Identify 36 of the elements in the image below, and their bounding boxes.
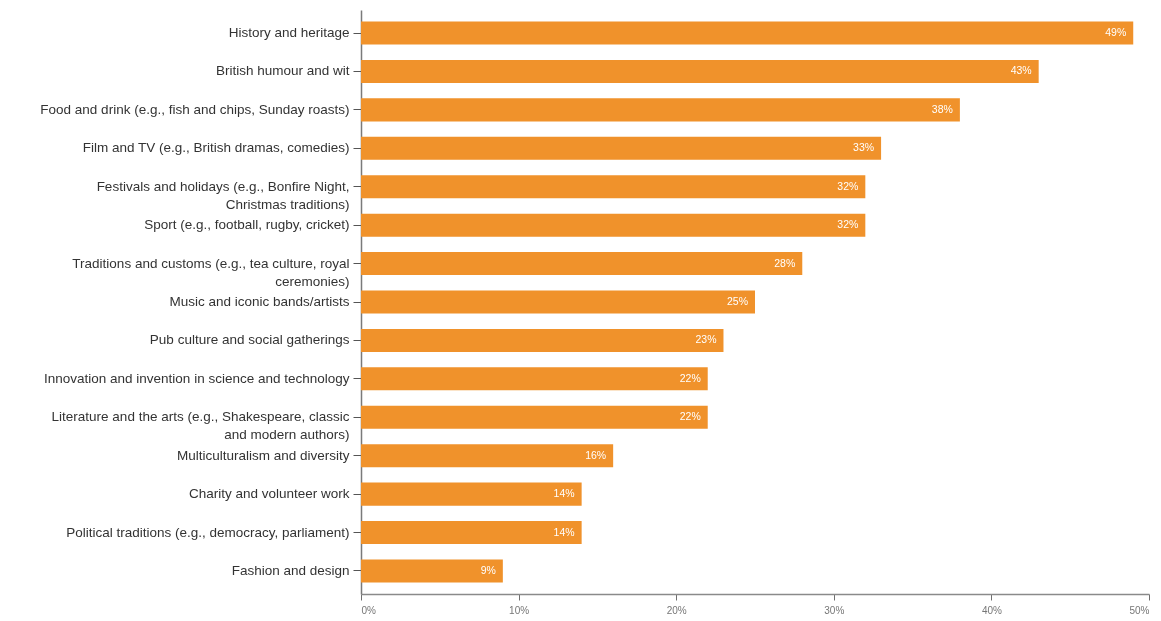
data-label: 22% — [679, 371, 701, 384]
x-tick-label: 50% — [1129, 604, 1150, 616]
y-tick-label: Traditions and customs (e.g., tea culture, royal ceremonies) — [72, 255, 350, 289]
x-tick-label: 40% — [981, 604, 1003, 616]
data-label: 33% — [853, 141, 875, 154]
y-tick-label: Music and iconic bands/artists — [169, 294, 350, 309]
y-tick-label: Pub culture and social gatherings — [149, 332, 350, 348]
y-tick-label: Innovation and invention in science and technology — [44, 370, 350, 386]
x-tick-label: 20% — [666, 604, 687, 616]
y-tick-label: Literature and the arts (e.g., Shakespeare, classic and modern authors) — [51, 409, 350, 443]
data-label: 22% — [679, 410, 701, 423]
x-tick-label: 0% — [361, 604, 377, 616]
y-tick-label: Multiculturalism and diversity — [176, 447, 350, 463]
y-tick-label: Fashion and design — [231, 562, 350, 578]
data-label: 32% — [837, 179, 859, 192]
y-tick-label: Festivals and holidays (e.g., Bonfire Night, Christmas traditions) — [96, 178, 350, 212]
y-tick-label: British humour and wit — [215, 63, 350, 79]
y-tick-label: Charity and volunteer work — [188, 486, 350, 502]
x-tick-label: 30% — [824, 604, 845, 616]
y-tick-label: Political traditions (e.g., democracy, parliament) — [66, 524, 350, 540]
y-tick-label: History and heritage — [228, 25, 350, 41]
y-tick-label: Food and drink (e.g., fish and chips, Sunday roasts) — [40, 101, 350, 117]
data-label: 14% — [553, 487, 575, 500]
data-label: 14% — [553, 525, 575, 538]
data-label: 43% — [1010, 64, 1032, 77]
data-label: 23% — [695, 333, 717, 346]
y-tick-label: Film and TV (e.g., British dramas, comedies) — [82, 140, 350, 156]
data-label: 9% — [480, 563, 496, 576]
data-label: 49% — [1105, 26, 1127, 39]
data-label: 28% — [774, 256, 796, 269]
x-tick-label: 10% — [509, 604, 530, 616]
y-tick-label: Sport (e.g., football, rugby, cricket) — [144, 217, 350, 233]
data-label: 38% — [931, 102, 953, 115]
data-label: 32% — [837, 218, 859, 231]
data-label: 25% — [726, 295, 748, 307]
data-label: 16% — [585, 448, 607, 461]
